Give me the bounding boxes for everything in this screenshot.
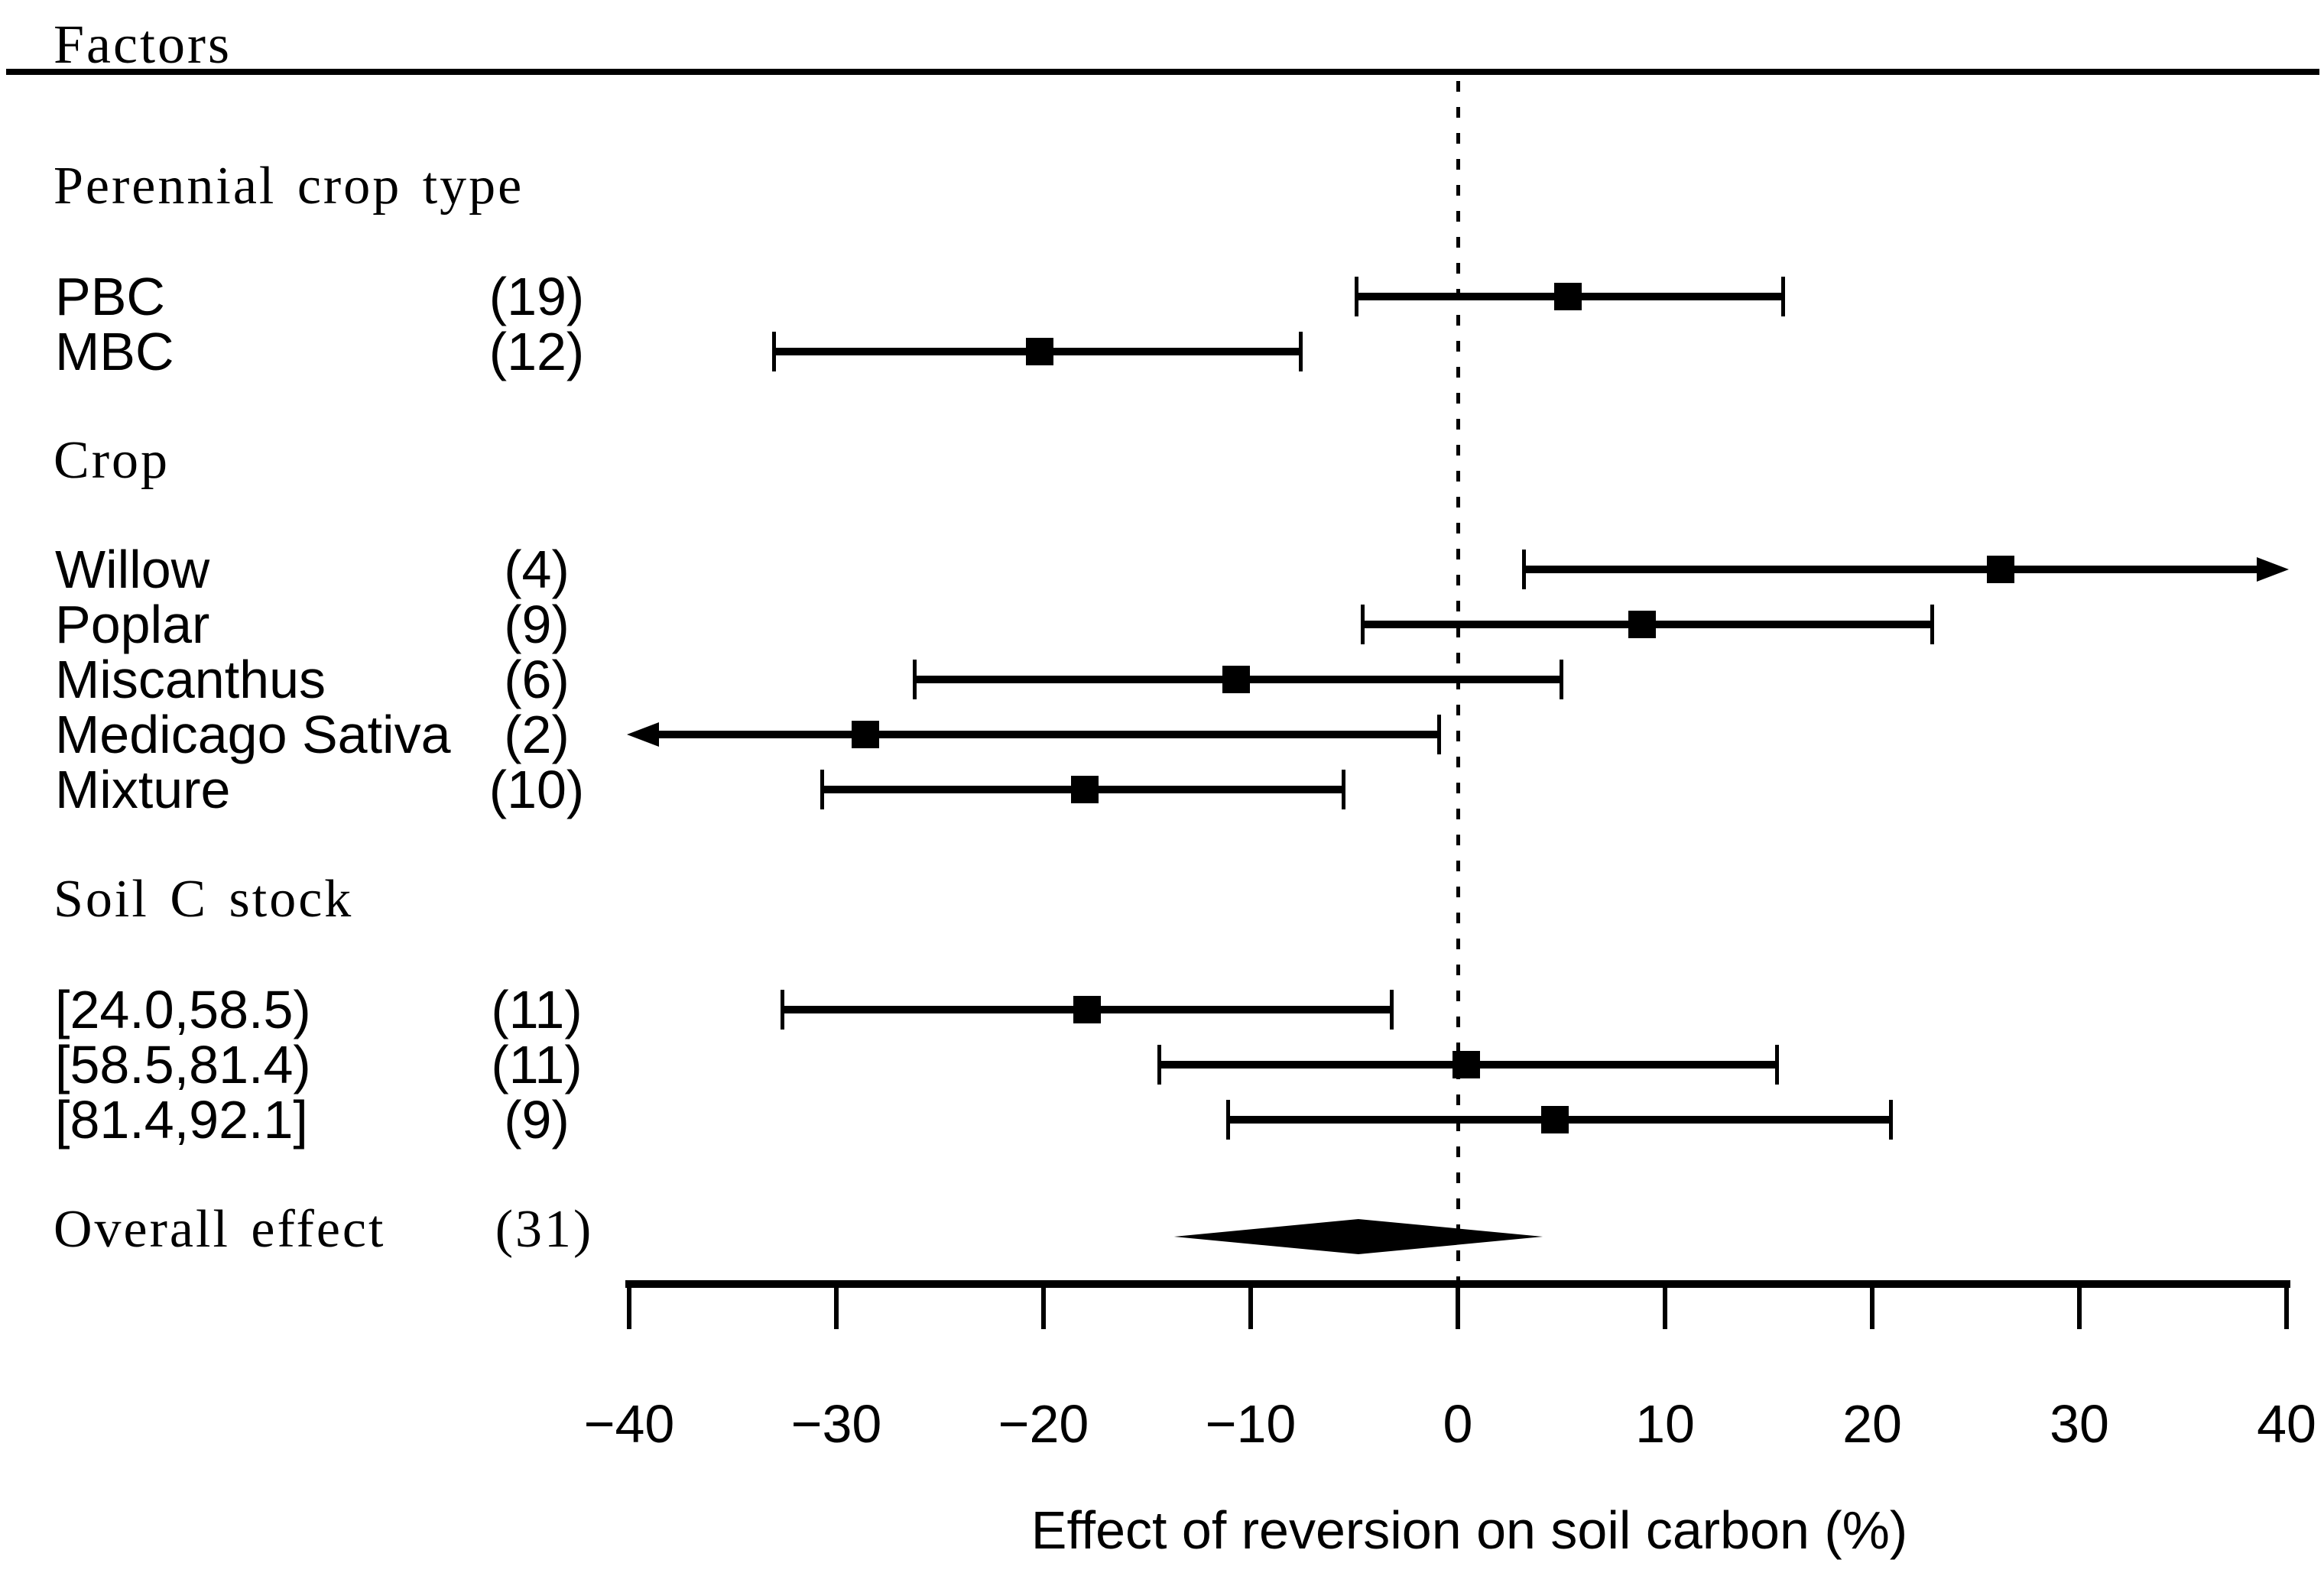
row-count: (4) bbox=[504, 540, 570, 599]
mean-marker bbox=[1628, 611, 1657, 638]
ci-bar bbox=[650, 731, 1440, 738]
ci-cap-low bbox=[913, 660, 917, 699]
mean-marker bbox=[1987, 556, 2015, 583]
ci-arrow-low bbox=[627, 722, 660, 747]
row-count: (12) bbox=[488, 322, 585, 381]
ci-cap-low bbox=[1157, 1045, 1162, 1085]
row-count: (11) bbox=[491, 980, 583, 1039]
row-count: (10) bbox=[488, 760, 585, 819]
x-axis-tick-label: 40 bbox=[2257, 1394, 2316, 1454]
row-label: Willow bbox=[55, 540, 210, 599]
mean-marker bbox=[1073, 996, 1101, 1023]
section-header: Perennial crop type bbox=[54, 157, 524, 216]
mean-marker bbox=[851, 721, 879, 748]
ci-cap-high bbox=[1389, 990, 1394, 1030]
x-axis-tick bbox=[2284, 1288, 2289, 1329]
ci-cap-high bbox=[1780, 277, 1785, 316]
mean-marker bbox=[1222, 666, 1251, 693]
x-axis-tick bbox=[834, 1288, 839, 1329]
overall-effect-diamond bbox=[1173, 1219, 1543, 1254]
x-axis-tick-label: −20 bbox=[998, 1394, 1089, 1454]
x-axis-tick bbox=[627, 1288, 631, 1329]
x-axis-line bbox=[625, 1280, 2290, 1288]
x-axis-tick-label: −30 bbox=[790, 1394, 882, 1454]
row-count: (2) bbox=[504, 705, 570, 764]
overall-effect-label: Overall effect bbox=[54, 1200, 386, 1259]
ci-cap-low bbox=[1225, 1100, 1230, 1140]
x-axis-tick-label: 10 bbox=[1635, 1394, 1695, 1454]
ci-cap-high bbox=[1888, 1100, 1893, 1140]
row-count: (6) bbox=[504, 650, 570, 709]
ci-bar bbox=[1524, 566, 2266, 573]
mean-marker bbox=[1025, 338, 1053, 365]
row-label: MBC bbox=[55, 322, 174, 381]
row-label: PBC bbox=[55, 267, 165, 326]
x-axis-tick bbox=[1870, 1288, 1874, 1329]
row-label: Poplar bbox=[55, 595, 210, 654]
x-axis-tick-label: −40 bbox=[583, 1394, 675, 1454]
x-axis-tick bbox=[1456, 1288, 1460, 1329]
mean-marker bbox=[1553, 283, 1582, 310]
ci-cap-low bbox=[1522, 550, 1527, 589]
x-axis-tick-label: 0 bbox=[1443, 1394, 1473, 1454]
row-label: [58.5,81.4) bbox=[55, 1035, 311, 1094]
row-label: [81.4,92.1] bbox=[55, 1090, 308, 1150]
row-label: Medicago Sativa bbox=[55, 705, 451, 764]
row-count: (9) bbox=[504, 595, 570, 654]
row-label: [24.0,58.5) bbox=[55, 980, 311, 1039]
x-axis-tick-label: 20 bbox=[1842, 1394, 1902, 1454]
x-axis-tick bbox=[2077, 1288, 2082, 1329]
ci-cap-low bbox=[772, 332, 777, 371]
x-axis-tick bbox=[1041, 1288, 1046, 1329]
row-count: (19) bbox=[488, 267, 585, 326]
overall-effect-count: (31) bbox=[495, 1200, 594, 1259]
ci-cap-low bbox=[1354, 277, 1358, 316]
ci-cap-high bbox=[1437, 715, 1442, 754]
x-axis-tick-label: −10 bbox=[1205, 1394, 1297, 1454]
ci-cap-low bbox=[1360, 605, 1365, 644]
x-axis-tick bbox=[1663, 1288, 1667, 1329]
section-header: Crop bbox=[54, 431, 170, 490]
x-axis-tick bbox=[1248, 1288, 1253, 1329]
mean-marker bbox=[1452, 1051, 1480, 1078]
ci-cap-high bbox=[1298, 332, 1303, 371]
mean-marker bbox=[1071, 776, 1099, 803]
row-label: Mixture bbox=[55, 760, 231, 819]
ci-cap-high bbox=[1774, 1045, 1779, 1085]
header-rule bbox=[6, 69, 2319, 75]
section-header: Soil C stock bbox=[54, 870, 354, 929]
ci-cap-high bbox=[1342, 770, 1346, 809]
mean-marker bbox=[1541, 1106, 1569, 1133]
ci-arrow-high bbox=[2256, 557, 2289, 582]
ci-cap-low bbox=[781, 990, 785, 1030]
ci-cap-high bbox=[1930, 605, 1935, 644]
row-count: (11) bbox=[491, 1035, 583, 1094]
x-axis-label: Effect of reversion on soil carbon (%) bbox=[1031, 1500, 1908, 1560]
row-count: (9) bbox=[504, 1090, 570, 1150]
x-axis-tick-label: 30 bbox=[2050, 1394, 2109, 1454]
row-label: Miscanthus bbox=[55, 650, 326, 709]
ci-cap-high bbox=[1560, 660, 1563, 699]
figure-title: Factors bbox=[54, 14, 232, 75]
ci-cap-low bbox=[820, 770, 824, 809]
